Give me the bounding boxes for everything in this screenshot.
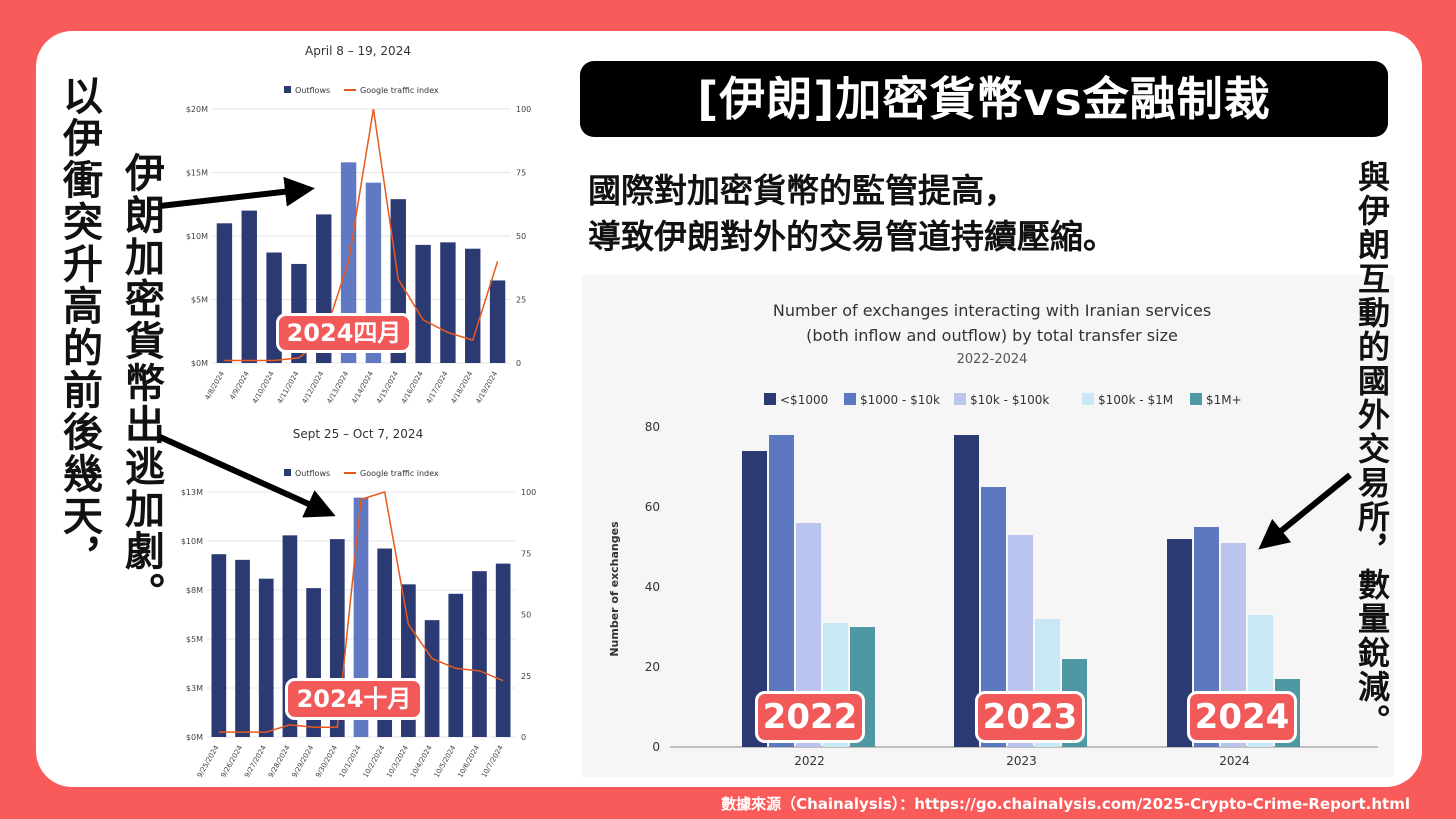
legend-outflows-swatch: [284, 86, 291, 93]
y-tick-left: $10M: [186, 232, 208, 241]
y-tick: 40: [645, 580, 660, 594]
y-tick-left: $15M: [186, 169, 208, 178]
left-inner-caption: 伊朗加密貨幣出逃加劇。: [118, 152, 164, 614]
y-tick-left: $0M: [186, 733, 203, 742]
y-tick-right: 50: [521, 611, 531, 620]
legend-label: $100k - $1M: [1098, 393, 1173, 407]
badge-october: 2024十月: [285, 678, 423, 720]
chart-title: Number of exchanges interacting with Ira…: [773, 301, 1211, 320]
outflow-bar: [440, 242, 456, 363]
outflow-bar: [495, 563, 511, 737]
y-tick: 20: [645, 660, 660, 674]
legend-swatch: [1190, 393, 1202, 405]
outflow-bar: [211, 554, 227, 737]
chart-title: April 8 – 19, 2024: [305, 44, 411, 58]
y-tick-right: 50: [516, 232, 526, 241]
outflow-bar: [258, 578, 274, 737]
arrow-october: [158, 434, 336, 518]
y-tick: 80: [645, 420, 660, 434]
right-caption: 與伊朗互動的國外交易所，數量銳減。: [1353, 160, 1391, 738]
legend-swatch: [954, 393, 966, 405]
subtitle-line-2: 導致伊朗對外的交易管道持續壓縮。: [588, 217, 1116, 256]
october-outflow-chart: Sept 25 – Oct 7, 2024 Outflows Google traf…: [172, 413, 544, 787]
october-chart-svg: Sept 25 – Oct 7, 2024 Outflows Google traf…: [181, 427, 536, 779]
legend-google-label: Google traffic index: [360, 469, 439, 478]
page-subtitle: 國際對加密貨幣的監管提高， 導致伊朗對外的交易管道持續壓縮。: [588, 168, 1348, 260]
legend-swatch: [764, 393, 776, 405]
chart-title-line2: (both inflow and outflow) by total trans…: [806, 326, 1178, 345]
y-tick-left: $10M: [181, 537, 203, 546]
outflow-bar: [241, 210, 257, 363]
y-tick-left: $13M: [181, 488, 203, 497]
source-footer: 數據來源（Chainalysis）：https://go.chainalysis…: [721, 795, 1410, 813]
outflow-bar: [415, 244, 431, 363]
y-tick: 0: [652, 740, 660, 754]
badge-2022: 2022: [755, 691, 865, 743]
legend-label: $1M+: [1206, 393, 1242, 407]
badge-april: 2024四月: [276, 313, 412, 353]
y-tick-left: $0M: [191, 359, 208, 368]
badge-2023: 2023: [975, 691, 1085, 743]
chart-title: Sept 25 – Oct 7, 2024: [293, 427, 423, 441]
outflow-bar: [489, 280, 506, 363]
legend-label: $10k - $100k: [970, 393, 1049, 407]
x-tick-label: 2024: [1219, 754, 1250, 768]
y-axis-label: Number of exchanges: [608, 521, 621, 657]
y-tick-left: $5M: [191, 296, 208, 305]
y-tick-right: 25: [521, 672, 531, 681]
y-tick-right: 25: [516, 296, 526, 305]
legend-outflows-label: Outflows: [295, 469, 330, 478]
arrow-april: [159, 176, 315, 209]
outflow-bar: [216, 223, 233, 363]
legend-label: <$1000: [780, 393, 828, 407]
x-tick-label: 2022: [794, 754, 825, 768]
y-tick: 60: [645, 500, 660, 514]
y-tick-right: 75: [521, 549, 531, 558]
chart-subtitle: 2022-2024: [957, 352, 1028, 367]
subtitle-line-1: 國際對加密貨幣的監管提高，: [588, 171, 1017, 210]
outflow-bar: [472, 571, 487, 737]
april-outflow-chart: April 8 – 19, 2024 Outflows Google traffic…: [172, 33, 544, 409]
y-tick-right: 0: [516, 359, 521, 368]
exchange-bar: [954, 435, 979, 747]
y-tick-right: 100: [516, 105, 531, 114]
y-tick-left: $5M: [186, 635, 203, 644]
outflow-bar: [235, 559, 250, 737]
y-tick-left: $20M: [186, 105, 208, 114]
x-tick-label: 2023: [1006, 754, 1037, 768]
outflow-bar: [353, 497, 369, 737]
google-traffic-line: [224, 108, 499, 362]
outflow-bar: [424, 620, 440, 737]
arrow-exchanges: [1258, 472, 1352, 550]
legend-outflows-swatch: [284, 469, 291, 476]
legend-swatch: [1082, 393, 1094, 405]
outflow-bar: [448, 593, 464, 737]
y-tick-right: 0: [521, 733, 526, 742]
y-tick-right: 75: [516, 169, 526, 178]
page-title: [伊朗]加密貨幣vs金融制裁: [580, 61, 1388, 137]
legend-label: $1000 - $10k: [860, 393, 940, 407]
legend-outflows-label: Outflows: [295, 86, 330, 95]
left-outer-caption: 以伊衝突升高的前後幾天，: [56, 75, 102, 579]
legend-google-label: Google traffic index: [360, 86, 439, 95]
google-traffic-line: [218, 491, 504, 733]
outflow-bar: [465, 248, 481, 363]
y-tick-right: 100: [521, 488, 536, 497]
y-tick-left: $3M: [186, 684, 203, 693]
badge-2024: 2024: [1187, 691, 1297, 743]
y-tick-left: $8M: [186, 586, 203, 595]
legend-swatch: [844, 393, 856, 405]
